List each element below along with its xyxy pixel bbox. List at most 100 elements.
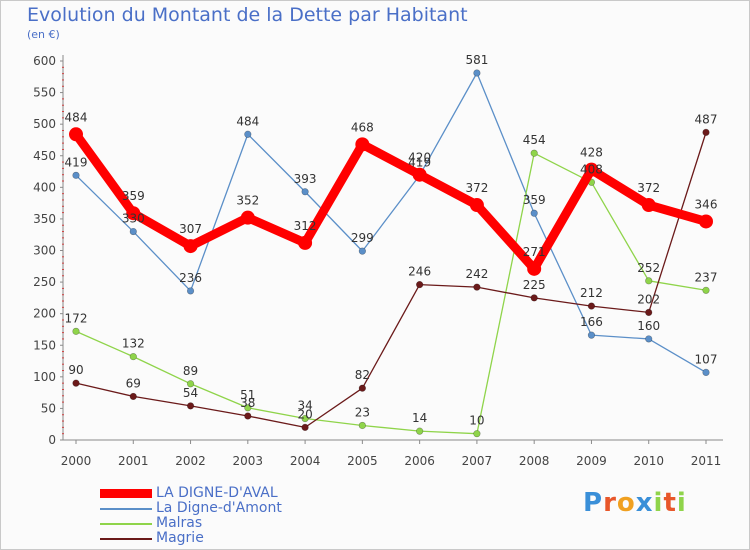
data-label-magrie: 90: [68, 363, 83, 377]
data-point-la-digne-d-amont: [702, 368, 710, 377]
data-label-la-digne-d-aval: 420: [408, 151, 431, 165]
data-point-la-digne-d-aval: [412, 167, 427, 182]
x-tick-label: 2011: [691, 454, 722, 468]
chart-subtitle: (en €): [27, 28, 60, 41]
logo-letter: i: [676, 488, 687, 518]
data-point-la-digne-d-amont: [244, 130, 252, 138]
legend-swatch: [100, 538, 152, 540]
data-label-la-digne-d-amont: 330: [122, 212, 145, 226]
data-label-la-digne-d-aval: 359: [122, 189, 145, 203]
y-tick-label: 250: [33, 275, 56, 289]
y-tick-label: 100: [33, 370, 56, 384]
data-point-magrie: [645, 308, 653, 317]
data-label-magrie: 38: [240, 396, 255, 410]
data-label-malras: 51: [240, 388, 255, 402]
data-label-malras: 23: [355, 405, 370, 419]
data-label-la-digne-d-amont: 484: [236, 114, 259, 128]
data-label-la-digne-d-amont: 581: [465, 53, 488, 67]
logo-letter: r: [603, 488, 617, 518]
data-label-la-digne-d-amont: 419: [408, 155, 431, 169]
x-tick-label: 2000: [61, 454, 92, 468]
legend-swatch: [100, 489, 152, 498]
legend-swatch: [100, 508, 152, 510]
x-tick-label: 2007: [462, 454, 493, 468]
data-label-malras: 408: [580, 162, 603, 176]
data-point-magrie: [473, 283, 481, 291]
data-label-magrie: 246: [408, 265, 431, 279]
data-label-la-digne-d-aval: 352: [236, 194, 259, 208]
data-point-la-digne-d-aval: [641, 198, 656, 213]
data-label-la-digne-d-aval: 468: [351, 120, 374, 134]
y-tick-label: 200: [33, 307, 56, 321]
data-label-magrie: 212: [580, 286, 603, 300]
data-label-magrie: 54: [183, 386, 198, 400]
data-label-la-digne-d-aval: 484: [65, 110, 88, 124]
data-label-malras: 454: [523, 133, 546, 147]
data-label-magrie: 202: [637, 292, 660, 306]
x-tick-label: 2005: [347, 454, 378, 468]
y-tick-label: 300: [33, 244, 56, 258]
data-label-magrie: 69: [126, 376, 141, 390]
data-point-la-digne-d-aval: [240, 210, 255, 225]
data-label-la-digne-d-aval: 271: [523, 245, 546, 259]
data-label-malras: 132: [122, 337, 145, 351]
data-label-la-digne-d-amont: 393: [294, 172, 317, 186]
data-label-magrie: 487: [695, 112, 718, 126]
data-point-malras: [301, 414, 309, 423]
data-point-la-digne-d-amont: [587, 331, 596, 339]
data-label-la-digne-d-aval: 372: [465, 181, 488, 195]
data-point-la-digne-d-aval: [469, 198, 484, 213]
y-tick-label: 400: [33, 180, 56, 194]
y-tick-label: 500: [33, 117, 56, 131]
data-point-la-digne-d-amont: [72, 171, 80, 179]
data-point-la-digne-d-aval: [584, 162, 599, 177]
data-label-malras: 252: [637, 261, 660, 275]
data-point-magrie: [587, 302, 596, 310]
data-point-magrie: [129, 392, 137, 401]
chart-title: Evolution du Montant de la Dette par Hab…: [27, 4, 468, 26]
series-line-magrie: [75, 131, 707, 429]
data-label-la-digne-d-amont: 299: [351, 231, 374, 245]
x-tick-label: 2003: [233, 454, 264, 468]
data-point-magrie: [358, 384, 366, 392]
data-label-la-digne-d-amont: 236: [179, 271, 202, 285]
logo-letter: x: [635, 488, 654, 518]
y-tick-label: 350: [33, 212, 56, 226]
legend-swatch: [100, 523, 152, 525]
x-tick-label: 2004: [290, 454, 321, 468]
data-label-la-digne-d-aval: 428: [580, 146, 603, 160]
proxiti-logo: Proxiti: [583, 488, 687, 518]
data-point-magrie: [72, 379, 80, 387]
data-point-la-digne-d-aval: [69, 127, 83, 142]
data-label-malras: 89: [183, 364, 198, 378]
y-tick-label: 150: [33, 338, 56, 352]
x-tick-label: 2002: [175, 454, 206, 468]
data-point-la-digne-d-amont: [473, 69, 481, 77]
data-label-la-digne-d-amont: 419: [65, 155, 88, 169]
logo-letter: i: [653, 488, 664, 518]
data-label-malras: 10: [469, 414, 484, 428]
data-label-la-digne-d-aval: 307: [179, 222, 202, 236]
y-tick-label: 50: [41, 401, 56, 415]
data-point-la-digne-d-aval: [126, 206, 141, 221]
data-point-magrie: [416, 281, 424, 289]
data-label-malras: 34: [297, 399, 312, 413]
data-point-malras: [473, 430, 481, 438]
data-point-la-digne-d-aval: [183, 239, 198, 254]
data-label-la-digne-d-aval: 372: [637, 181, 660, 195]
data-point-la-digne-d-amont: [645, 335, 653, 343]
data-point-malras: [530, 149, 538, 157]
data-point-la-digne-d-amont: [301, 188, 309, 196]
data-label-la-digne-d-amont: 160: [637, 319, 660, 333]
data-point-malras: [186, 380, 195, 388]
data-label-la-digne-d-amont: 166: [580, 315, 603, 329]
logo-letter: P: [583, 488, 604, 518]
data-label-magrie: 225: [523, 278, 546, 292]
data-point-malras: [244, 404, 252, 412]
data-point-magrie: [530, 294, 538, 302]
data-point-magrie: [186, 402, 195, 410]
series-line-la-digne-d-amont: [75, 72, 707, 374]
legend-label: Magrie: [156, 530, 204, 546]
